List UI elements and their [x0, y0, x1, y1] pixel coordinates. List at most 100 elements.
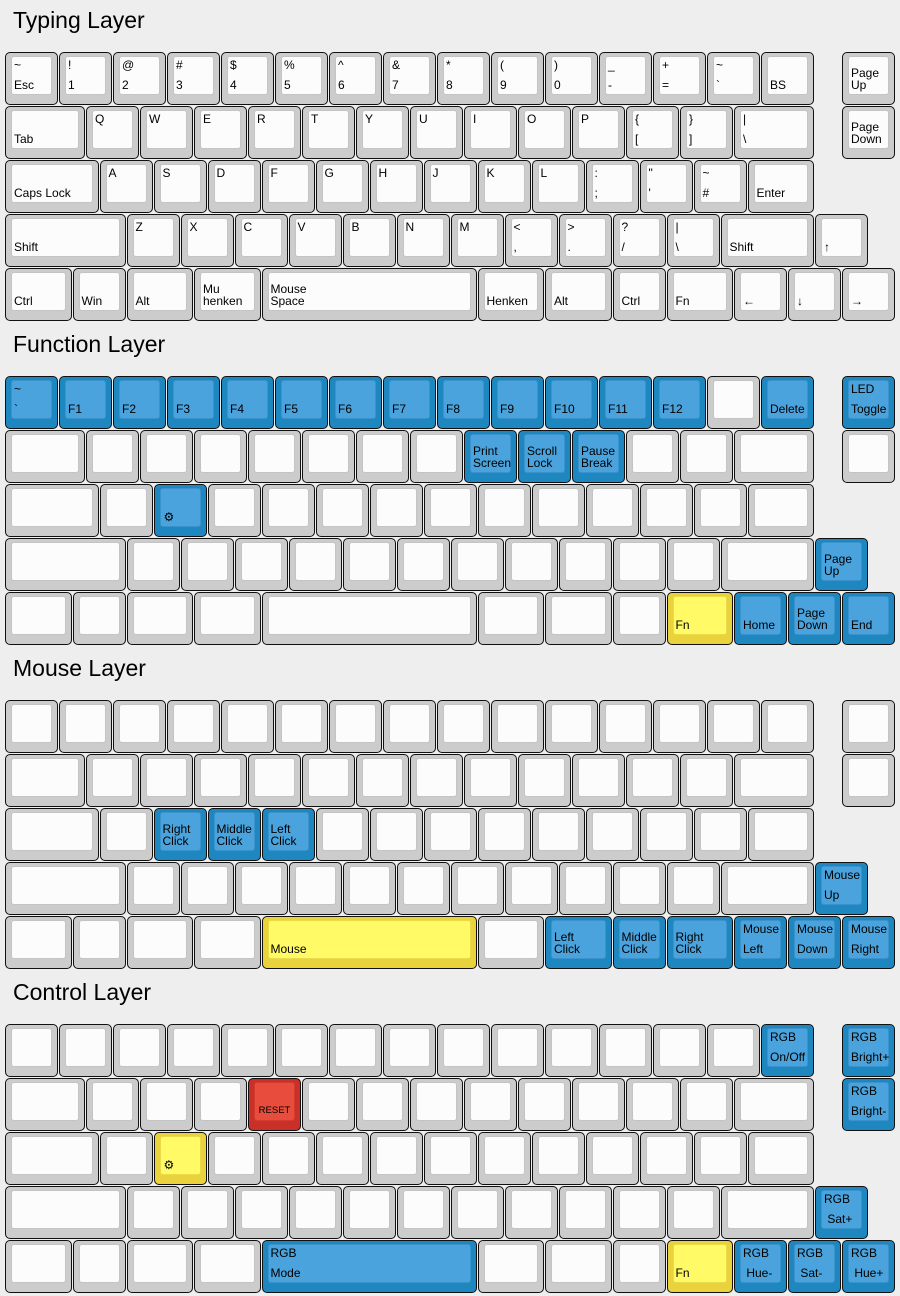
key[interactable]: [437, 1024, 490, 1077]
key[interactable]: [5, 538, 126, 591]
key[interactable]: Page Up: [842, 52, 895, 105]
key[interactable]: [653, 1024, 706, 1077]
key[interactable]: [558, 1186, 612, 1239]
key[interactable]: [626, 754, 679, 807]
key[interactable]: <,: [504, 214, 558, 267]
key[interactable]: [234, 862, 288, 915]
key[interactable]: [5, 808, 99, 861]
key[interactable]: }]: [680, 106, 733, 159]
key[interactable]: K: [477, 160, 531, 213]
key[interactable]: [59, 1024, 112, 1077]
key[interactable]: RGB Sat+: [815, 1186, 868, 1239]
key[interactable]: @2: [113, 52, 166, 105]
key[interactable]: [5, 1024, 58, 1077]
key[interactable]: End: [842, 592, 895, 645]
key[interactable]: [612, 538, 666, 591]
key[interactable]: F9: [491, 376, 544, 429]
key[interactable]: Left Click: [261, 808, 315, 861]
key[interactable]: * 8: [437, 52, 490, 105]
key[interactable]: [315, 1132, 369, 1185]
key[interactable]: ! 1: [59, 52, 112, 105]
key[interactable]: RGB Sat-: [788, 1240, 841, 1293]
key[interactable]: [504, 1186, 558, 1239]
key[interactable]: [126, 916, 193, 969]
key[interactable]: ↓: [788, 268, 841, 321]
key[interactable]: Right Click: [153, 808, 207, 861]
key[interactable]: [126, 1186, 180, 1239]
key[interactable]: Shift: [5, 214, 126, 267]
key[interactable]: ⚙: [153, 484, 207, 537]
key[interactable]: Pause Break: [572, 430, 625, 483]
key[interactable]: [180, 862, 234, 915]
key[interactable]: [477, 484, 531, 537]
key[interactable]: [747, 808, 814, 861]
key[interactable]: + =: [653, 52, 706, 105]
key[interactable]: F10: [545, 376, 598, 429]
key[interactable]: F7: [383, 376, 436, 429]
key[interactable]: [747, 484, 814, 537]
key[interactable]: P: [572, 106, 625, 159]
key[interactable]: [572, 754, 625, 807]
key[interactable]: [747, 1132, 814, 1185]
key[interactable]: Y: [356, 106, 409, 159]
key[interactable]: RGB Hue-: [734, 1240, 787, 1293]
key[interactable]: J: [423, 160, 477, 213]
key[interactable]: [666, 1186, 720, 1239]
key[interactable]: C: [234, 214, 288, 267]
key[interactable]: [396, 1186, 450, 1239]
key[interactable]: [437, 700, 490, 753]
key[interactable]: [126, 592, 193, 645]
key[interactable]: [5, 430, 85, 483]
key[interactable]: S: [153, 160, 207, 213]
key[interactable]: [234, 1186, 288, 1239]
key[interactable]: [612, 1186, 666, 1239]
key[interactable]: [707, 700, 760, 753]
key[interactable]: ) 0: [545, 52, 598, 105]
key[interactable]: ~ `: [707, 52, 760, 105]
key[interactable]: F5: [275, 376, 328, 429]
key[interactable]: F6: [329, 376, 382, 429]
key[interactable]: RGB Mode: [261, 1240, 477, 1293]
key[interactable]: [423, 1132, 477, 1185]
key[interactable]: Fn: [666, 268, 733, 321]
key[interactable]: [140, 1078, 193, 1131]
key[interactable]: [140, 754, 193, 807]
key[interactable]: [491, 1024, 544, 1077]
key[interactable]: [126, 538, 180, 591]
key[interactable]: ⚙: [153, 1132, 207, 1185]
key[interactable]: [666, 862, 720, 915]
key[interactable]: RESET: [248, 1078, 301, 1131]
key[interactable]: F3: [167, 376, 220, 429]
key[interactable]: F11: [599, 376, 652, 429]
key[interactable]: [113, 700, 166, 753]
key[interactable]: [504, 538, 558, 591]
key[interactable]: [842, 430, 895, 483]
key[interactable]: [450, 538, 504, 591]
key[interactable]: [491, 700, 544, 753]
key[interactable]: [545, 1240, 612, 1293]
key[interactable]: RGB Bright+: [842, 1024, 895, 1077]
key[interactable]: [572, 1078, 625, 1131]
key[interactable]: [194, 916, 261, 969]
key[interactable]: [5, 754, 85, 807]
key[interactable]: F12: [653, 376, 706, 429]
key[interactable]: Left Click: [545, 916, 612, 969]
key[interactable]: [720, 538, 814, 591]
key[interactable]: [302, 1078, 355, 1131]
key[interactable]: [275, 700, 328, 753]
key[interactable]: [288, 538, 342, 591]
key[interactable]: [842, 754, 895, 807]
key[interactable]: [734, 430, 814, 483]
key[interactable]: [545, 1024, 598, 1077]
key[interactable]: [558, 862, 612, 915]
key[interactable]: [302, 430, 355, 483]
key[interactable]: Page Down: [842, 106, 895, 159]
key[interactable]: Mu henken: [194, 268, 261, 321]
key[interactable]: I: [464, 106, 517, 159]
key[interactable]: ~ `: [5, 376, 58, 429]
key[interactable]: Mouse: [261, 916, 477, 969]
key[interactable]: [396, 538, 450, 591]
key[interactable]: [126, 862, 180, 915]
key[interactable]: ↑: [815, 214, 868, 267]
key[interactable]: G: [315, 160, 369, 213]
